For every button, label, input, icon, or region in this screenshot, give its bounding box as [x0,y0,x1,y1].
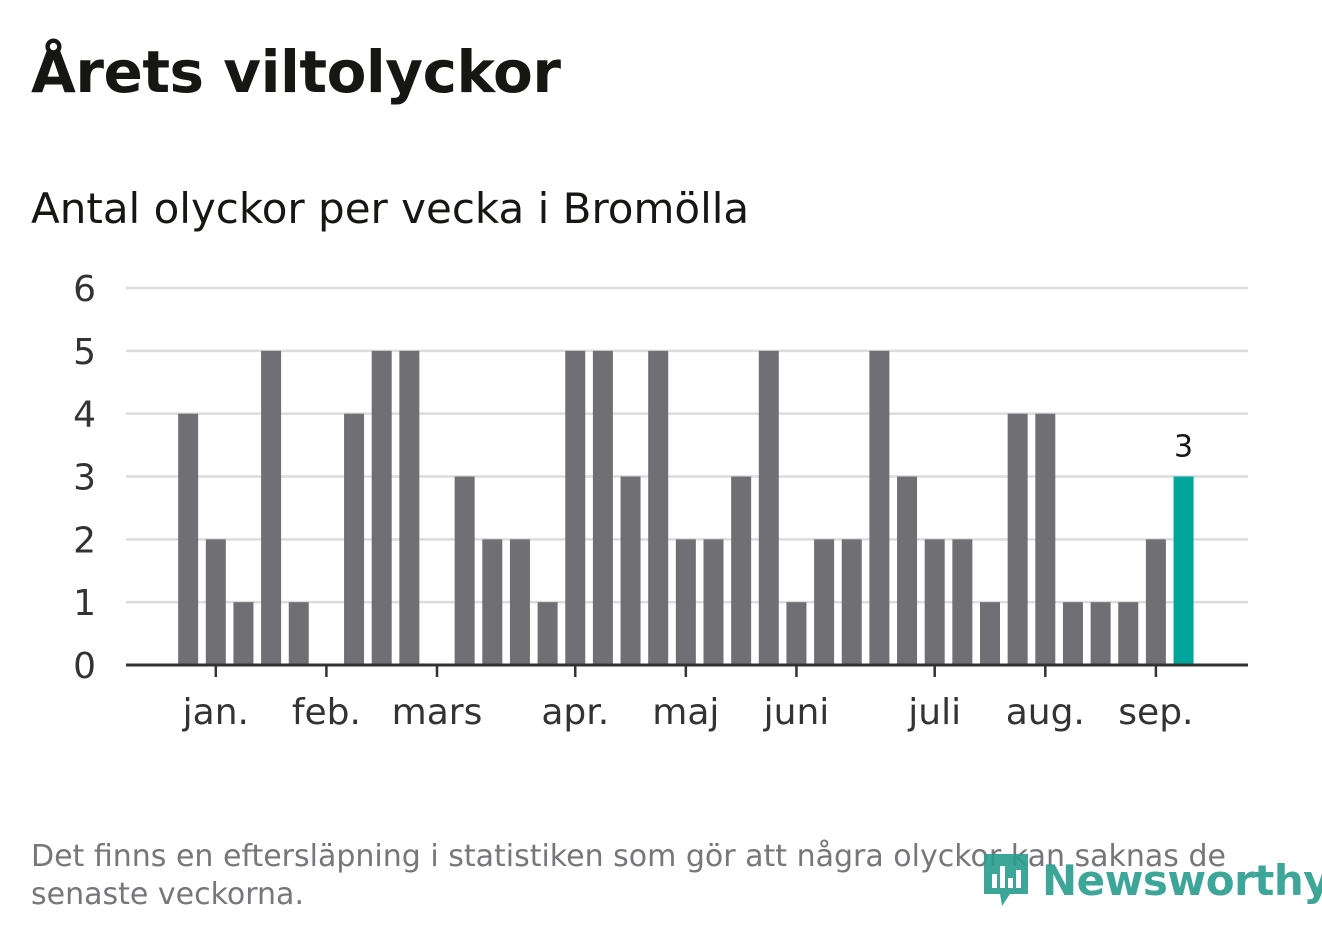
bar-highlight [1173,476,1194,665]
bar [399,350,420,665]
bar [648,350,669,665]
x-tick-label: apr. [541,692,609,733]
bar [178,413,199,665]
bar [1035,413,1056,665]
bar [980,602,1000,665]
bar [509,539,530,665]
bar-chart: 0 1 2 3 4 5 6 3 jan. feb. mars apr. maj juni juli aug. s… [73,269,1248,733]
bar [869,350,890,665]
bar [1090,602,1111,665]
bar [344,413,365,665]
bar [758,350,779,665]
bar [288,602,309,665]
y-tick-label: 5 [73,332,96,373]
bar [897,476,918,665]
bar [1062,602,1083,665]
bar [924,539,945,665]
bar [1007,413,1028,665]
x-tick-label: feb. [292,692,361,733]
chart-title: Årets viltolyckor [31,38,561,106]
x-tick-label: aug. [1006,692,1085,733]
brand-name: Newsworthy [1042,855,1322,905]
x-tick-label: sep. [1118,692,1193,733]
x-tick-label: jan. [182,692,249,733]
bar [233,602,254,665]
bar [261,350,282,665]
data-label: 3 [1174,430,1193,465]
bar [620,476,641,665]
bar [703,539,724,665]
bar [841,539,862,665]
chart-subtitle: Antal olyckor per vecka i Bromölla [31,184,750,233]
bar [205,539,226,665]
bar [814,539,835,665]
bar [1145,539,1166,665]
bar [1118,602,1139,665]
bar [371,350,392,665]
bar [731,476,752,665]
x-tick-label: maj [652,692,719,733]
bar [565,350,586,665]
brand-logo: Newsworthy [980,848,1322,912]
bar [675,539,696,665]
bar [786,602,807,665]
x-tick-label: mars [392,692,483,733]
bar [482,539,503,665]
bar [592,350,613,665]
bar [952,539,973,665]
newsworthy-logo-icon [984,854,1028,906]
bar [537,602,558,665]
y-tick-label: 0 [73,646,96,687]
bar [454,476,475,665]
x-tick-label: juni [763,692,830,733]
y-tick-label: 1 [73,583,96,624]
y-tick-label: 6 [73,269,96,310]
y-tick-label: 4 [73,395,96,436]
x-tick-label: juli [907,692,961,733]
y-tick-label: 2 [73,520,96,561]
y-tick-label: 3 [73,458,96,499]
